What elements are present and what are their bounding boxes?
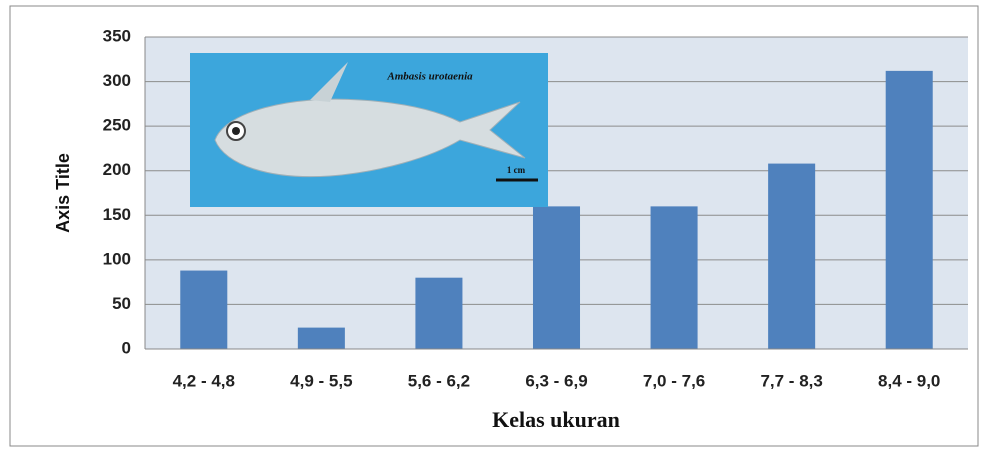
x-tick-label: 7,0 - 7,6 <box>643 371 705 390</box>
x-tick-label: 7,7 - 8,3 <box>760 371 822 390</box>
y-tick-label: 150 <box>103 205 131 224</box>
bar <box>415 278 462 349</box>
scale-label: 1 cm <box>507 165 526 175</box>
x-tick-label: 4,9 - 5,5 <box>290 371 352 390</box>
y-tick-label: 0 <box>122 338 131 357</box>
chart: Ambasis urotaenia 1 cm Axis Title Kelas … <box>0 0 984 451</box>
fish-pupil <box>232 127 240 135</box>
bar <box>180 271 227 349</box>
fish-photo: Ambasis urotaenia 1 cm <box>190 53 548 207</box>
y-tick-label: 50 <box>112 294 131 313</box>
x-axis-title: Kelas ukuran <box>492 407 620 432</box>
y-tick-label: 250 <box>103 116 131 135</box>
x-tick-label: 8,4 - 9,0 <box>878 371 940 390</box>
y-tick-label: 200 <box>103 160 131 179</box>
species-label: Ambasis urotaenia <box>386 71 473 83</box>
y-tick-label: 300 <box>103 71 131 90</box>
y-tick-label: 100 <box>103 249 131 268</box>
x-tick-label: 6,3 - 6,9 <box>525 371 587 390</box>
y-axis-title: Axis Title <box>53 153 73 233</box>
bar <box>886 71 933 349</box>
bar <box>768 164 815 349</box>
y-tick-label: 350 <box>103 26 131 45</box>
x-tick-label: 5,6 - 6,2 <box>408 371 470 390</box>
x-tick-label: 4,2 - 4,8 <box>173 371 235 390</box>
bar <box>298 328 345 349</box>
bar <box>651 206 698 349</box>
page: {"chart_data": {"type": "bar", "y_label"… <box>0 0 984 451</box>
bar <box>533 206 580 349</box>
